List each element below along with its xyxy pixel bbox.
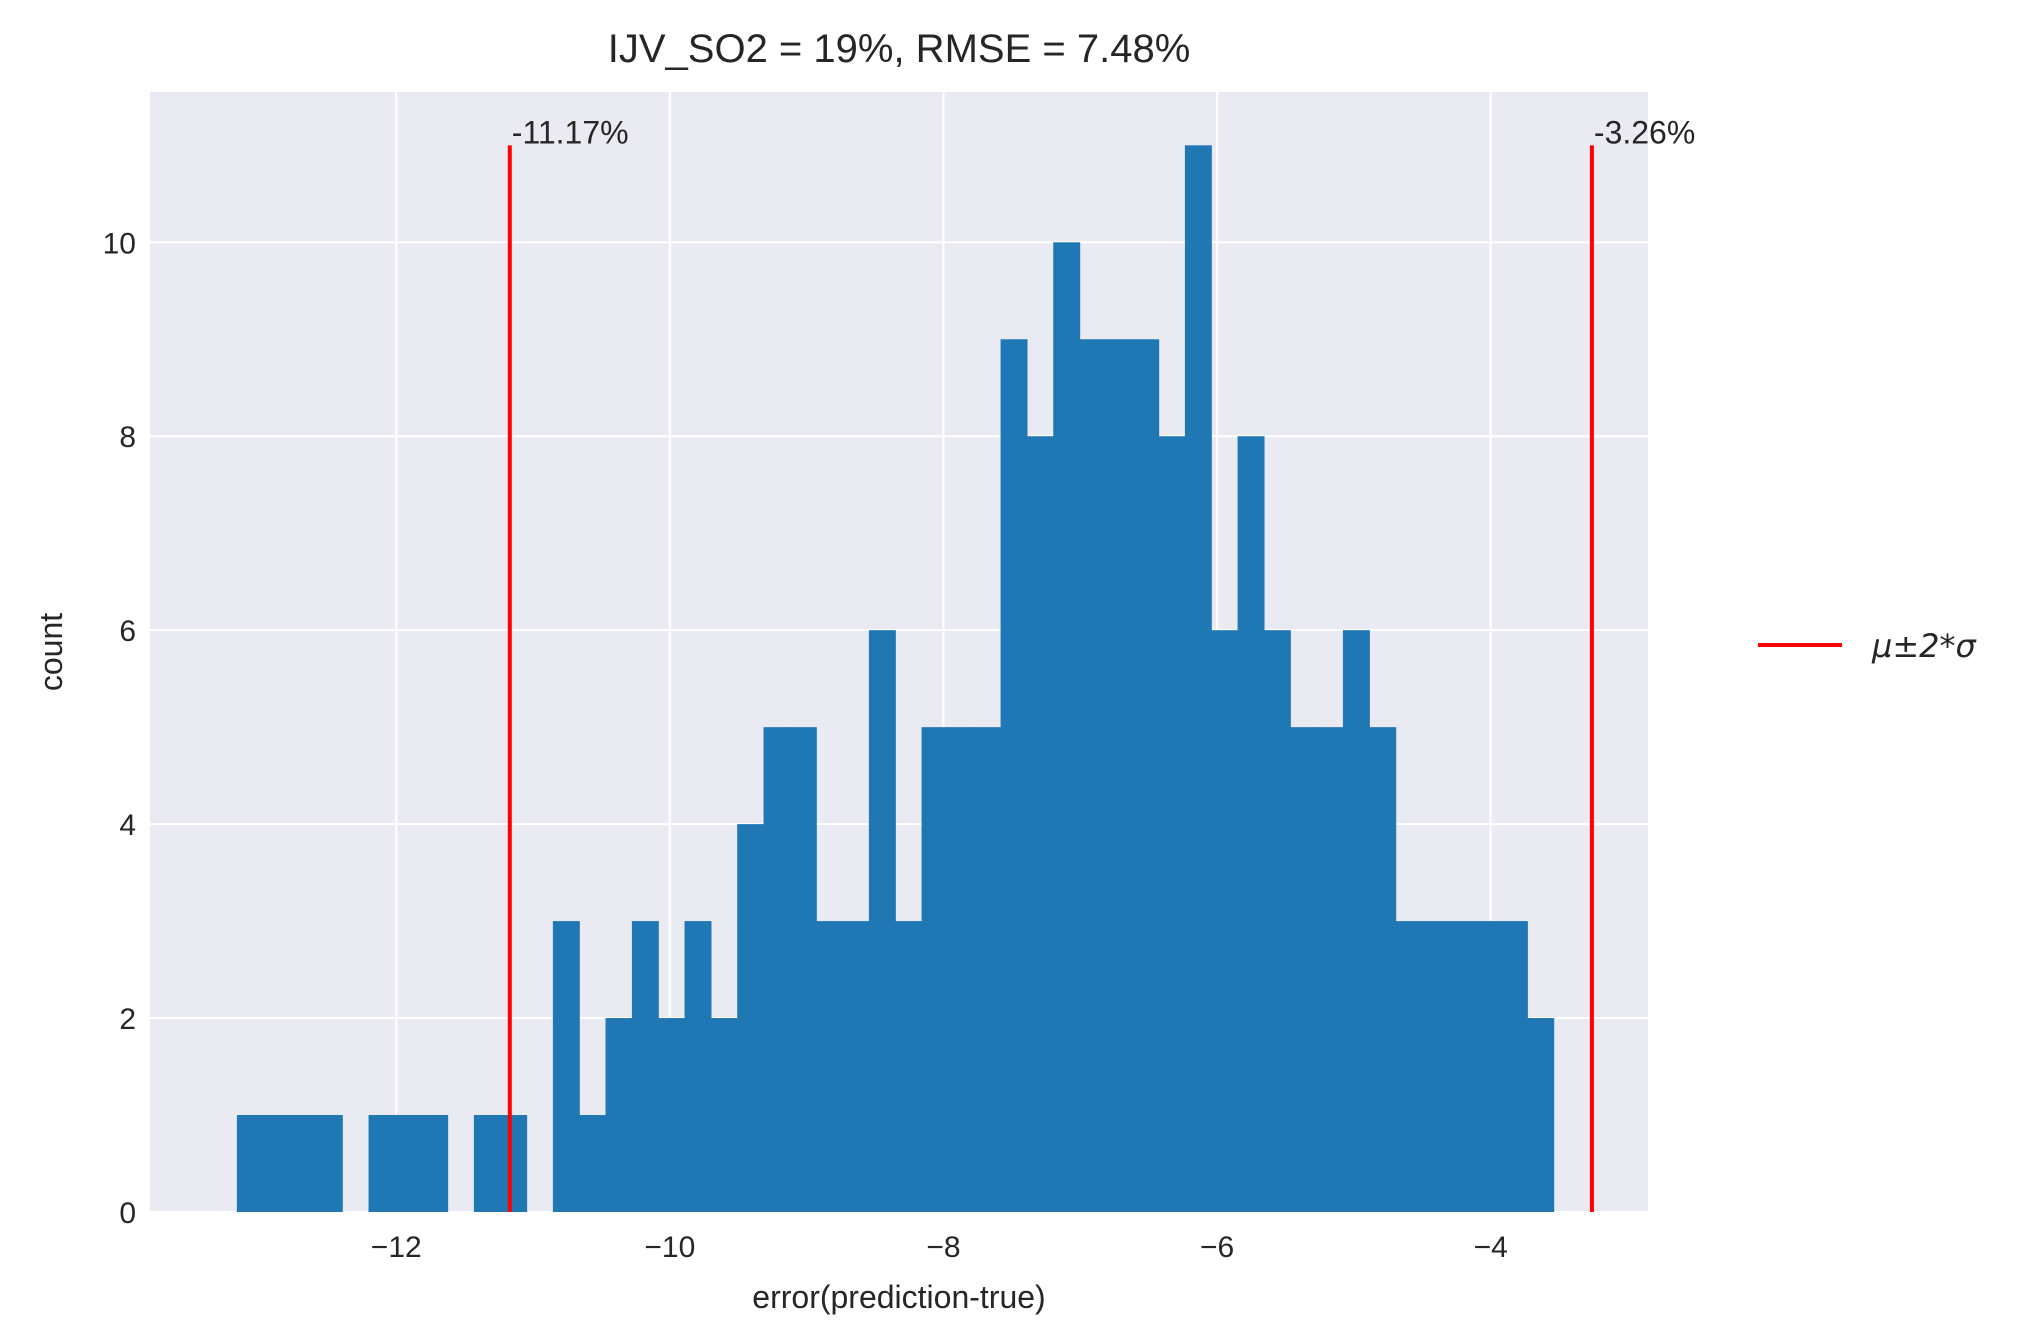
histogram-bar	[605, 1018, 633, 1212]
reference-lines	[507, 145, 1594, 1212]
y-tick-label: 4	[119, 809, 136, 842]
histogram-bar	[1132, 339, 1160, 1213]
histogram-bar	[368, 1115, 396, 1212]
histogram-bar	[895, 921, 923, 1212]
histogram-bar	[658, 1018, 686, 1212]
y-tick-label: 8	[119, 421, 136, 454]
chart-title: IJV_SO2 = 19%, RMSE = 7.48%	[608, 27, 1191, 71]
histogram-bars	[236, 145, 1555, 1213]
x-tick-label: −10	[644, 1231, 695, 1264]
x-tick-labels: −12 −10 −8 −6 −4	[371, 1231, 1508, 1264]
histogram-bar	[1000, 339, 1028, 1213]
sigma-annotation: -11.17%	[512, 114, 629, 150]
histogram-bar	[1290, 727, 1318, 1212]
histogram-bar	[1316, 727, 1344, 1212]
histogram-bar	[816, 921, 844, 1212]
histogram-bar	[1158, 436, 1186, 1212]
histogram-bar	[1474, 921, 1502, 1212]
histogram-bar	[473, 1115, 501, 1212]
histogram-bar	[974, 727, 1002, 1212]
histogram-bar	[789, 727, 817, 1212]
histogram-bar	[289, 1115, 317, 1212]
histogram-bar	[1369, 727, 1397, 1212]
histogram-bar	[842, 921, 870, 1212]
histogram-bar	[579, 1115, 607, 1212]
histogram-bar	[394, 1115, 422, 1212]
legend: μ±2*σ	[1758, 627, 1978, 665]
histogram-bar	[552, 921, 580, 1212]
y-tick-label: 10	[103, 227, 136, 260]
histogram-bar	[236, 1115, 264, 1212]
histogram-bar	[1527, 1018, 1555, 1212]
histogram-bar	[631, 921, 659, 1212]
histogram-bar	[868, 630, 896, 1212]
x-tick-label: −4	[1474, 1231, 1508, 1264]
y-tick-label: 6	[119, 615, 136, 648]
histogram-bar	[684, 921, 712, 1212]
reference-annotations: -11.17% -3.26%	[512, 114, 1696, 150]
y-tick-label: 0	[119, 1197, 136, 1230]
histogram-bar	[921, 727, 949, 1212]
x-tick-label: −8	[926, 1231, 960, 1264]
histogram-bar	[1342, 630, 1370, 1212]
x-axis-label: error(prediction-true)	[752, 1279, 1045, 1315]
histogram-bar	[1500, 921, 1528, 1212]
histogram-bar	[1105, 339, 1133, 1213]
histogram-bar	[315, 1115, 343, 1212]
legend-label: μ±2*σ	[1871, 627, 1978, 665]
histogram-bar	[947, 727, 975, 1212]
histogram-bar	[1237, 436, 1265, 1212]
histogram-bar	[421, 1115, 449, 1212]
histogram-bar	[763, 727, 791, 1212]
histogram-bar	[1026, 436, 1054, 1212]
histogram-bar	[1079, 339, 1107, 1213]
gridlines	[150, 92, 1648, 1213]
histogram-bar	[500, 1115, 528, 1212]
x-tick-label: −12	[371, 1231, 422, 1264]
histogram-bar	[1263, 630, 1291, 1212]
histogram-bar	[1184, 145, 1212, 1212]
histogram-bar	[1421, 921, 1449, 1212]
histogram-bar	[1395, 921, 1423, 1212]
histogram-bar	[263, 1115, 291, 1212]
histogram-bar	[1448, 921, 1476, 1212]
y-tick-labels: 0 2 4 6 8 10	[103, 227, 136, 1230]
x-tick-label: −6	[1200, 1231, 1234, 1264]
histogram-bar	[1211, 630, 1239, 1212]
sigma-annotation: -3.26%	[1594, 114, 1695, 150]
histogram-bar	[737, 824, 765, 1212]
histogram-bar	[710, 1018, 738, 1212]
histogram-bar	[1053, 242, 1081, 1212]
y-tick-label: 2	[119, 1003, 136, 1036]
y-axis-label: count	[33, 613, 69, 691]
